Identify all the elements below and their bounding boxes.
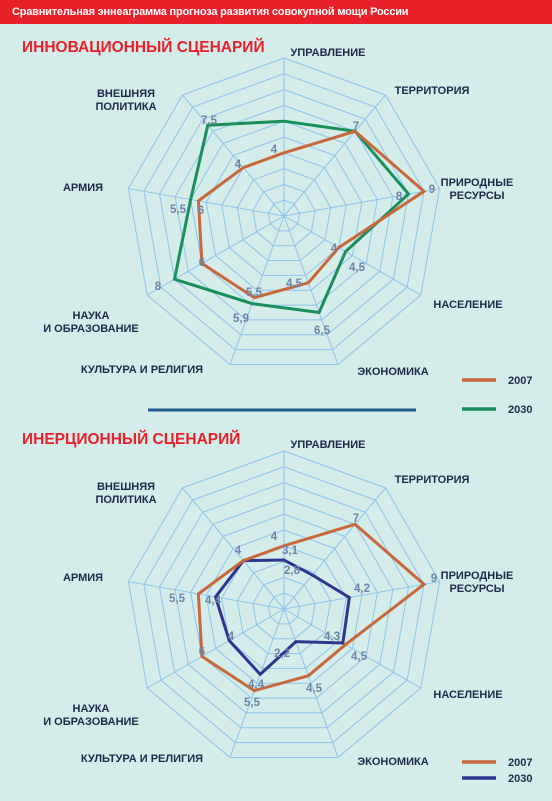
grid-ring <box>143 73 425 351</box>
grid-spoke <box>283 581 440 610</box>
value-label: 2,8 <box>284 565 301 577</box>
value-label: 4 <box>235 159 242 171</box>
value-label: 7 <box>353 121 359 133</box>
grid-spoke <box>146 215 285 296</box>
grid-ring <box>236 168 332 262</box>
grid-spoke <box>229 608 285 758</box>
grid-spoke <box>283 487 386 610</box>
value-label: 3,1 <box>282 545 299 557</box>
value-label: 4,4 <box>205 595 222 607</box>
grid-spoke <box>283 215 339 365</box>
grid-spoke <box>128 188 285 217</box>
axis-label: ЭКОНОМИКА <box>357 756 428 768</box>
radar-chart-2: ИНЕРЦИОННЫЙ СЦЕНАРИЙ УПРАВЛЕНИЕ ТЕРРИТОРИЯ… <box>22 430 532 785</box>
legend-label: 2007 <box>508 757 532 769</box>
grid-ring <box>158 482 410 729</box>
radar-chart-1: ИННОВАЦИОННЫЙ СЦЕНАРИЙ УПРАВЛЕНИЕ ТЕРРИТОР… <box>22 38 532 416</box>
value-label: 4,2 <box>354 583 370 595</box>
series-line-2007 <box>196 129 427 300</box>
axis-label: УПРАВЛЕНИЕ <box>291 439 366 451</box>
value-label: 6 <box>199 257 205 269</box>
value-label: 5,5 <box>169 593 186 605</box>
grid-spoke <box>229 215 285 365</box>
grid-spoke <box>283 188 440 217</box>
page-title: Сравнительная эннеаграмма прогноза разви… <box>0 0 552 24</box>
grid-spoke <box>283 215 422 296</box>
grid-ring <box>221 152 347 276</box>
value-label: 4 <box>235 545 242 557</box>
axis-label: ТЕРРИТОРИЯ <box>395 474 470 486</box>
legend-label: 2030 <box>508 404 532 416</box>
value-label: 4,4 <box>248 679 265 691</box>
grid-spoke <box>182 94 285 217</box>
scenario-title: ИННОВАЦИОННЫЙ СЦЕНАРИЙ <box>22 38 265 56</box>
grid-ring <box>143 466 425 744</box>
value-label: 4,5 <box>286 278 303 290</box>
series-line-2007 <box>196 522 427 693</box>
axis-label: НАСЕЛЕНИЕ <box>433 689 502 701</box>
value-label: 6 <box>198 205 204 217</box>
grid-ring <box>252 576 316 640</box>
axis-label: УПРАВЛЕНИЕ <box>291 47 366 59</box>
series-line-2030 <box>172 119 411 315</box>
grid-ring <box>174 104 394 321</box>
grid-spoke <box>283 94 386 217</box>
grid-ring <box>174 497 394 714</box>
axis-label: НАУКА И ОБРАЗОВАНИЕ <box>43 310 139 335</box>
value-label: 8 <box>155 281 162 293</box>
axis-label: КУЛЬТУРА И РЕЛИГИЯ <box>81 753 203 765</box>
grid-spoke <box>182 487 285 610</box>
axis-label: ПРИРОДНЫЕ РЕСУРСЫ <box>441 570 514 595</box>
axis-label: ПРИРОДНЫЕ РЕСУРСЫ <box>441 177 514 202</box>
grid-ring <box>190 120 378 306</box>
axis-label: НАУКА И ОБРАЗОВАНИЕ <box>43 703 139 728</box>
grid-ring <box>221 545 347 669</box>
grid-spoke <box>146 608 285 689</box>
value-label: 6,5 <box>314 325 331 337</box>
axis-label: ЭКОНОМИКА <box>357 366 428 378</box>
value-label: 2,2 <box>274 648 290 660</box>
grid-ring <box>158 89 410 336</box>
axis-label: ТЕРРИТОРИЯ <box>395 85 470 97</box>
value-label: 9 <box>429 184 435 196</box>
axis-label: ВНЕШНЯЯ ПОЛИТИКА <box>95 481 156 506</box>
grid-ring <box>127 450 441 758</box>
grid-ring <box>127 57 441 365</box>
value-label: 4,5 <box>351 651 368 663</box>
grid-ring <box>267 199 301 232</box>
grid-ring <box>252 183 316 247</box>
value-label: 6 <box>199 646 205 658</box>
grid-spoke <box>128 581 285 610</box>
legend-label: 2007 <box>508 375 532 387</box>
series-line-2030 <box>213 558 351 677</box>
grid-ring <box>190 513 378 699</box>
value-label: 8 <box>396 191 403 203</box>
value-label: 4 <box>271 144 278 156</box>
value-label: 5,5 <box>170 204 187 216</box>
value-label: 7 <box>353 513 359 525</box>
grid-ring <box>267 592 301 625</box>
value-label: 4 <box>331 243 338 255</box>
scenario-title: ИНЕРЦИОННЫЙ СЦЕНАРИЙ <box>22 430 240 448</box>
grid-spoke <box>283 608 339 758</box>
axis-label: АРМИЯ <box>63 182 103 194</box>
value-label: 4,3 <box>324 631 340 643</box>
value-label: 4 <box>228 631 235 643</box>
legend-label: 2030 <box>508 773 532 785</box>
value-label: 7,5 <box>201 115 218 127</box>
value-label: 4 <box>271 531 278 543</box>
value-label: 4,5 <box>306 683 323 695</box>
axis-label: ВНЕШНЯЯ ПОЛИТИКА <box>95 88 156 113</box>
axis-label: АРМИЯ <box>63 572 103 584</box>
value-label: 4,5 <box>349 262 366 274</box>
value-label: 9 <box>431 573 437 585</box>
grid-spoke <box>283 608 422 689</box>
axis-label: НАСЕЛЕНИЕ <box>433 299 502 311</box>
value-label: 5,9 <box>233 313 249 325</box>
value-label: 5,5 <box>246 287 263 299</box>
value-label: 5,5 <box>244 697 261 709</box>
axis-label: КУЛЬТУРА И РЕЛИГИЯ <box>81 364 203 376</box>
